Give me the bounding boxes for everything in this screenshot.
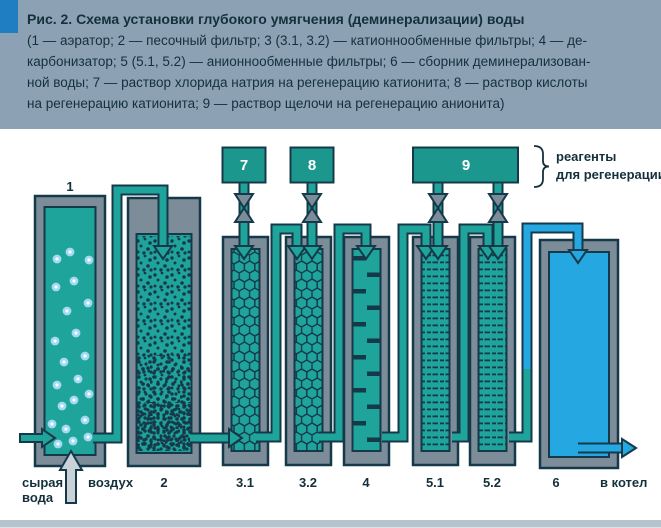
legend-brace [533,145,550,188]
air-label: воздух [88,475,134,490]
reagents-legend: реагенты для регенерации [533,145,661,188]
bottom-divider-bar [0,520,661,528]
pipe-reagent-8-to-cation-2 [301,182,323,261]
tank-label-1: 1 [66,179,73,194]
valve-9-right [487,206,509,223]
valve-9-right [487,193,509,210]
caption-panel: Рис. 2. Схема установки глубокого умягче… [0,0,661,129]
reagent-box-alkali: 9 [412,146,519,184]
accent-square [0,0,18,33]
pipe-reagent-7-to-cation-1 [233,182,255,261]
tank-cation-filter-1 [221,235,270,467]
tank-label-3-2: 3.2 [299,475,317,490]
pipe-reagent-9-to-anion-2 [487,182,509,261]
valve-8 [301,206,323,223]
caption-line-1: (1 — аэратор; 2 — песочный фильтр; 3 (3.… [27,33,588,48]
figure-caption: Рис. 2. Схема установки глубокого умягче… [27,9,647,114]
valve-9-left [427,206,449,223]
reagent-box-9-label: 9 [462,157,470,174]
raw-water-label-line2: вода [22,490,54,505]
valve-9-left [427,193,449,210]
pipe-cation-1-to-cation-2 [256,223,308,443]
to-boiler-label: в котел [600,475,647,490]
pipe-anion-2-to-collector [509,222,589,443]
outlet-to-boiler [578,437,638,459]
arrow-into-sand-filter [152,245,174,261]
tank-label-5-1: 5.1 [426,475,444,490]
tank-label-5-2: 5.2 [483,475,501,490]
pipe-cation-2-to-decarbonizer [319,223,377,443]
tank-cation-filter-2 [284,235,333,467]
valve-7 [233,193,255,210]
air-inlet-arrow [58,449,84,504]
figure-title: Рис. 2. Схема установки глубокого умягче… [27,11,525,27]
pipe-sand-filter-to-cation-1 [190,427,244,449]
reagent-box-8-label: 8 [308,157,316,174]
pipe-reagent-9-to-anion-1 [427,182,449,261]
reagent-box-acid: 8 [289,146,335,184]
pipe-aerator-to-sand-filter [93,184,174,444]
tank-aerator [33,194,107,468]
valve-8 [301,193,323,210]
legend-line-2: для регенерации [556,167,661,182]
raw-water-label-line1: сырая [22,475,63,490]
tank-label-4: 4 [362,475,370,490]
caption-line-2: карбонизатор; 5 (5.1, 5.2) — анионнообме… [27,54,591,69]
to-boiler-arrow [621,437,638,459]
tank-label-6: 6 [552,475,559,490]
tank-decarbonizer [342,235,391,467]
tank-anion-filter-2 [468,235,517,467]
caption-line-4: на регенерацию катионита; 9 — раствор ще… [27,96,505,111]
arrow-into-cation-1 [228,427,244,449]
reagent-box-nacl: 7 [221,146,267,184]
tank-collector [538,238,620,470]
raw-water-inlet-arrow [19,427,57,449]
caption-line-3: ной воды; 7 — раствор хлорида натрия на … [27,75,588,90]
valve-7 [233,206,255,223]
legend-line-1: реагенты [556,149,616,164]
reagent-box-7-label: 7 [240,157,248,174]
arrow-into-decarbonizer [355,245,377,261]
tank-label-3-1: 3.1 [236,475,254,490]
tank-anion-filter-1 [411,235,460,467]
air-bubbles [47,247,94,449]
arrow-into-cation-2 [286,245,308,261]
arrow-into-collector [567,249,589,265]
tank-label-2: 2 [160,475,167,490]
